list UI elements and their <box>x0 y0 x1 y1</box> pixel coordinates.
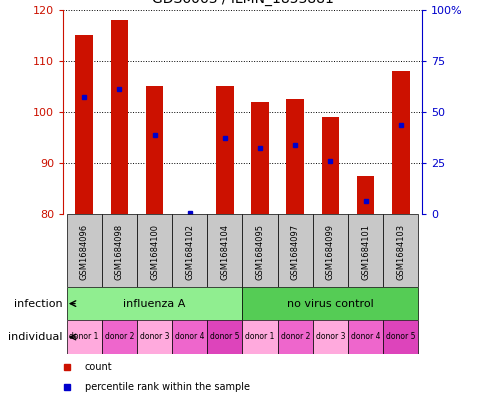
Text: GSM1684097: GSM1684097 <box>290 224 299 280</box>
Text: GSM1684101: GSM1684101 <box>361 224 369 280</box>
Text: GSM1684096: GSM1684096 <box>79 224 89 280</box>
Text: no virus control: no virus control <box>287 299 373 309</box>
Text: donor 4: donor 4 <box>175 332 204 342</box>
Bar <box>136 320 172 354</box>
Bar <box>66 214 102 287</box>
Text: donor 4: donor 4 <box>350 332 379 342</box>
Text: percentile rank within the sample: percentile rank within the sample <box>84 382 249 392</box>
Text: GSM1684095: GSM1684095 <box>255 224 264 280</box>
Text: count: count <box>84 362 112 373</box>
Bar <box>312 320 348 354</box>
Text: influenza A: influenza A <box>123 299 185 309</box>
Bar <box>277 320 312 354</box>
Bar <box>242 287 418 320</box>
Text: GSM1684099: GSM1684099 <box>325 224 334 280</box>
Bar <box>172 320 207 354</box>
Text: donor 1: donor 1 <box>69 332 99 342</box>
Text: donor 3: donor 3 <box>315 332 345 342</box>
Bar <box>382 320 418 354</box>
Text: GSM1684098: GSM1684098 <box>115 224 123 280</box>
Text: donor 3: donor 3 <box>139 332 169 342</box>
Bar <box>242 320 277 354</box>
Bar <box>312 214 348 287</box>
Text: donor 2: donor 2 <box>105 332 134 342</box>
Bar <box>348 214 382 287</box>
Bar <box>391 71 409 214</box>
Bar <box>207 320 242 354</box>
Bar <box>251 102 268 214</box>
Bar <box>110 20 128 214</box>
Bar <box>382 214 418 287</box>
Text: GSM1684102: GSM1684102 <box>185 224 194 280</box>
Bar <box>207 214 242 287</box>
Bar <box>348 320 382 354</box>
Text: infection: infection <box>14 299 62 309</box>
Text: donor 1: donor 1 <box>245 332 274 342</box>
Bar <box>136 214 172 287</box>
Bar <box>66 320 102 354</box>
Bar <box>356 176 374 214</box>
Text: individual: individual <box>8 332 62 342</box>
Text: donor 5: donor 5 <box>210 332 239 342</box>
Bar <box>172 214 207 287</box>
Bar <box>286 99 303 214</box>
Text: donor 2: donor 2 <box>280 332 309 342</box>
Bar <box>145 86 163 214</box>
Text: GSM1684100: GSM1684100 <box>150 224 159 280</box>
Bar <box>277 214 312 287</box>
Bar <box>66 287 242 320</box>
Bar <box>242 214 277 287</box>
Bar <box>102 320 136 354</box>
Bar <box>75 35 93 214</box>
Title: GDS6063 / ILMN_1853881: GDS6063 / ILMN_1853881 <box>151 0 333 6</box>
Bar <box>102 214 136 287</box>
Text: GSM1684103: GSM1684103 <box>395 224 405 280</box>
Bar <box>321 117 339 214</box>
Text: donor 5: donor 5 <box>385 332 415 342</box>
Bar <box>216 86 233 214</box>
Text: GSM1684104: GSM1684104 <box>220 224 229 280</box>
